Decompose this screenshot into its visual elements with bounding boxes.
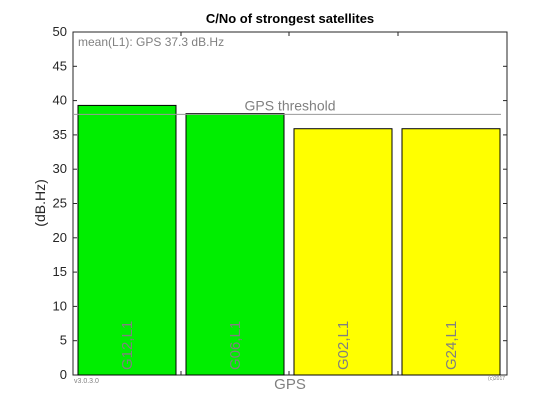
y-tick-label: 45 xyxy=(53,58,67,73)
copyright-label: (c)2017 xyxy=(488,376,505,382)
threshold-label: GPS threshold xyxy=(244,97,335,113)
y-tick-label: 0 xyxy=(60,367,67,382)
y-tick-label: 30 xyxy=(53,161,67,176)
y-axis-label: (dB.Hz) xyxy=(32,179,48,226)
y-tick-label: 40 xyxy=(53,93,67,108)
y-tick-label: 5 xyxy=(60,333,67,348)
y-tick-label: 15 xyxy=(53,264,67,279)
bar-g06-l1 xyxy=(185,113,285,376)
y-tick-label: 25 xyxy=(53,196,67,211)
bars-layer: G12,L1 G06,L1 G02,L1 G24,L1 xyxy=(77,104,501,376)
bar-g24-l1 xyxy=(401,128,501,376)
version-label: v3.0.3.0 xyxy=(74,378,99,385)
y-tick-label: 35 xyxy=(53,127,67,142)
bar-label: G02,L1 xyxy=(335,321,352,370)
y-tick-label: 10 xyxy=(53,298,67,313)
bar-label: G24,L1 xyxy=(443,321,460,370)
bar-label: G06,L1 xyxy=(227,321,244,370)
chart-title: C/No of strongest satellites xyxy=(206,11,374,26)
y-tick-label: 50 xyxy=(53,24,67,39)
mean-annotation: mean(L1): GPS 37.3 dB.Hz xyxy=(78,35,224,49)
y-tick-label: 20 xyxy=(53,230,67,245)
bar-label: G12,L1 xyxy=(119,321,136,370)
bar-g12-l1 xyxy=(77,104,177,376)
y-axis: 0 5 10 15 20 25 30 35 40 45 50 xyxy=(53,24,507,382)
x-axis-label: GPS xyxy=(274,376,306,393)
bar-g02-l1 xyxy=(293,128,393,376)
x-axis xyxy=(180,32,399,375)
